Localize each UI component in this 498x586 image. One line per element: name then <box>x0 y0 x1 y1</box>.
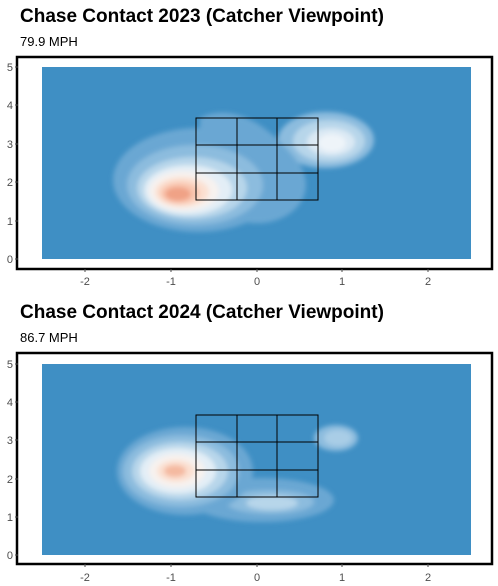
y-tick-label: 1 <box>7 512 13 524</box>
y-tick-label: 0 <box>7 254 13 266</box>
x-tick-label: 1 <box>339 276 345 288</box>
density-contours <box>117 425 358 522</box>
x-tick-label: -1 <box>166 276 176 288</box>
chart-panel-2024: Chase Contact 2024 (Catcher Viewpoint) 8… <box>0 293 498 586</box>
chart-title: Chase Contact 2023 (Catcher Viewpoint) <box>20 6 384 27</box>
x-tick-label: 0 <box>254 572 260 584</box>
y-tick-label: 5 <box>7 359 13 371</box>
y-tick-label: 4 <box>7 397 13 409</box>
heatmap-background <box>42 364 471 555</box>
plot-border <box>15 55 494 271</box>
x-tick-label: -2 <box>80 572 90 584</box>
heatmap-plot: 0 1 2 3 4 5 -2 -1 0 1 2 <box>7 55 494 288</box>
x-axis: -2 -1 0 1 2 <box>80 572 431 584</box>
strike-zone <box>195 414 319 498</box>
x-ticks <box>84 269 429 272</box>
y-tick-label: 3 <box>7 139 13 151</box>
strike-zone <box>195 117 319 201</box>
y-tick-label: 2 <box>7 177 13 189</box>
x-tick-label: 2 <box>425 276 431 288</box>
y-tick-label: 4 <box>7 100 13 112</box>
x-axis: -2 -1 0 1 2 <box>80 276 431 288</box>
chart-panel-2023: Chase Contact 2023 (Catcher Viewpoint) 7… <box>7 6 494 288</box>
x-tick-label: 0 <box>254 276 260 288</box>
chart-subtitle: 86.7 MPH <box>20 330 78 345</box>
y-tick-label: 2 <box>7 474 13 486</box>
y-tick-label: 5 <box>7 62 13 74</box>
x-ticks <box>84 564 429 567</box>
x-tick-label: -1 <box>166 572 176 584</box>
x-tick-label: 1 <box>339 572 345 584</box>
y-tick-label: 0 <box>7 550 13 562</box>
chart-subtitle: 79.9 MPH <box>20 34 78 49</box>
chart-title: Chase Contact 2024 (Catcher Viewpoint) <box>20 302 384 323</box>
y-axis: 0 1 2 3 4 5 <box>7 359 13 562</box>
y-axis: 0 1 2 3 4 5 <box>7 62 13 266</box>
plot-border <box>15 351 494 566</box>
y-tick-label: 3 <box>7 435 13 447</box>
heatmap-plot: 0 1 2 3 4 5 -2 -1 0 1 2 <box>7 351 494 584</box>
y-tick-label: 1 <box>7 216 13 228</box>
x-tick-label: -2 <box>80 276 90 288</box>
y-ticks <box>15 363 18 556</box>
x-tick-label: 2 <box>425 572 431 584</box>
y-ticks <box>15 66 18 260</box>
density-contours <box>113 112 374 232</box>
